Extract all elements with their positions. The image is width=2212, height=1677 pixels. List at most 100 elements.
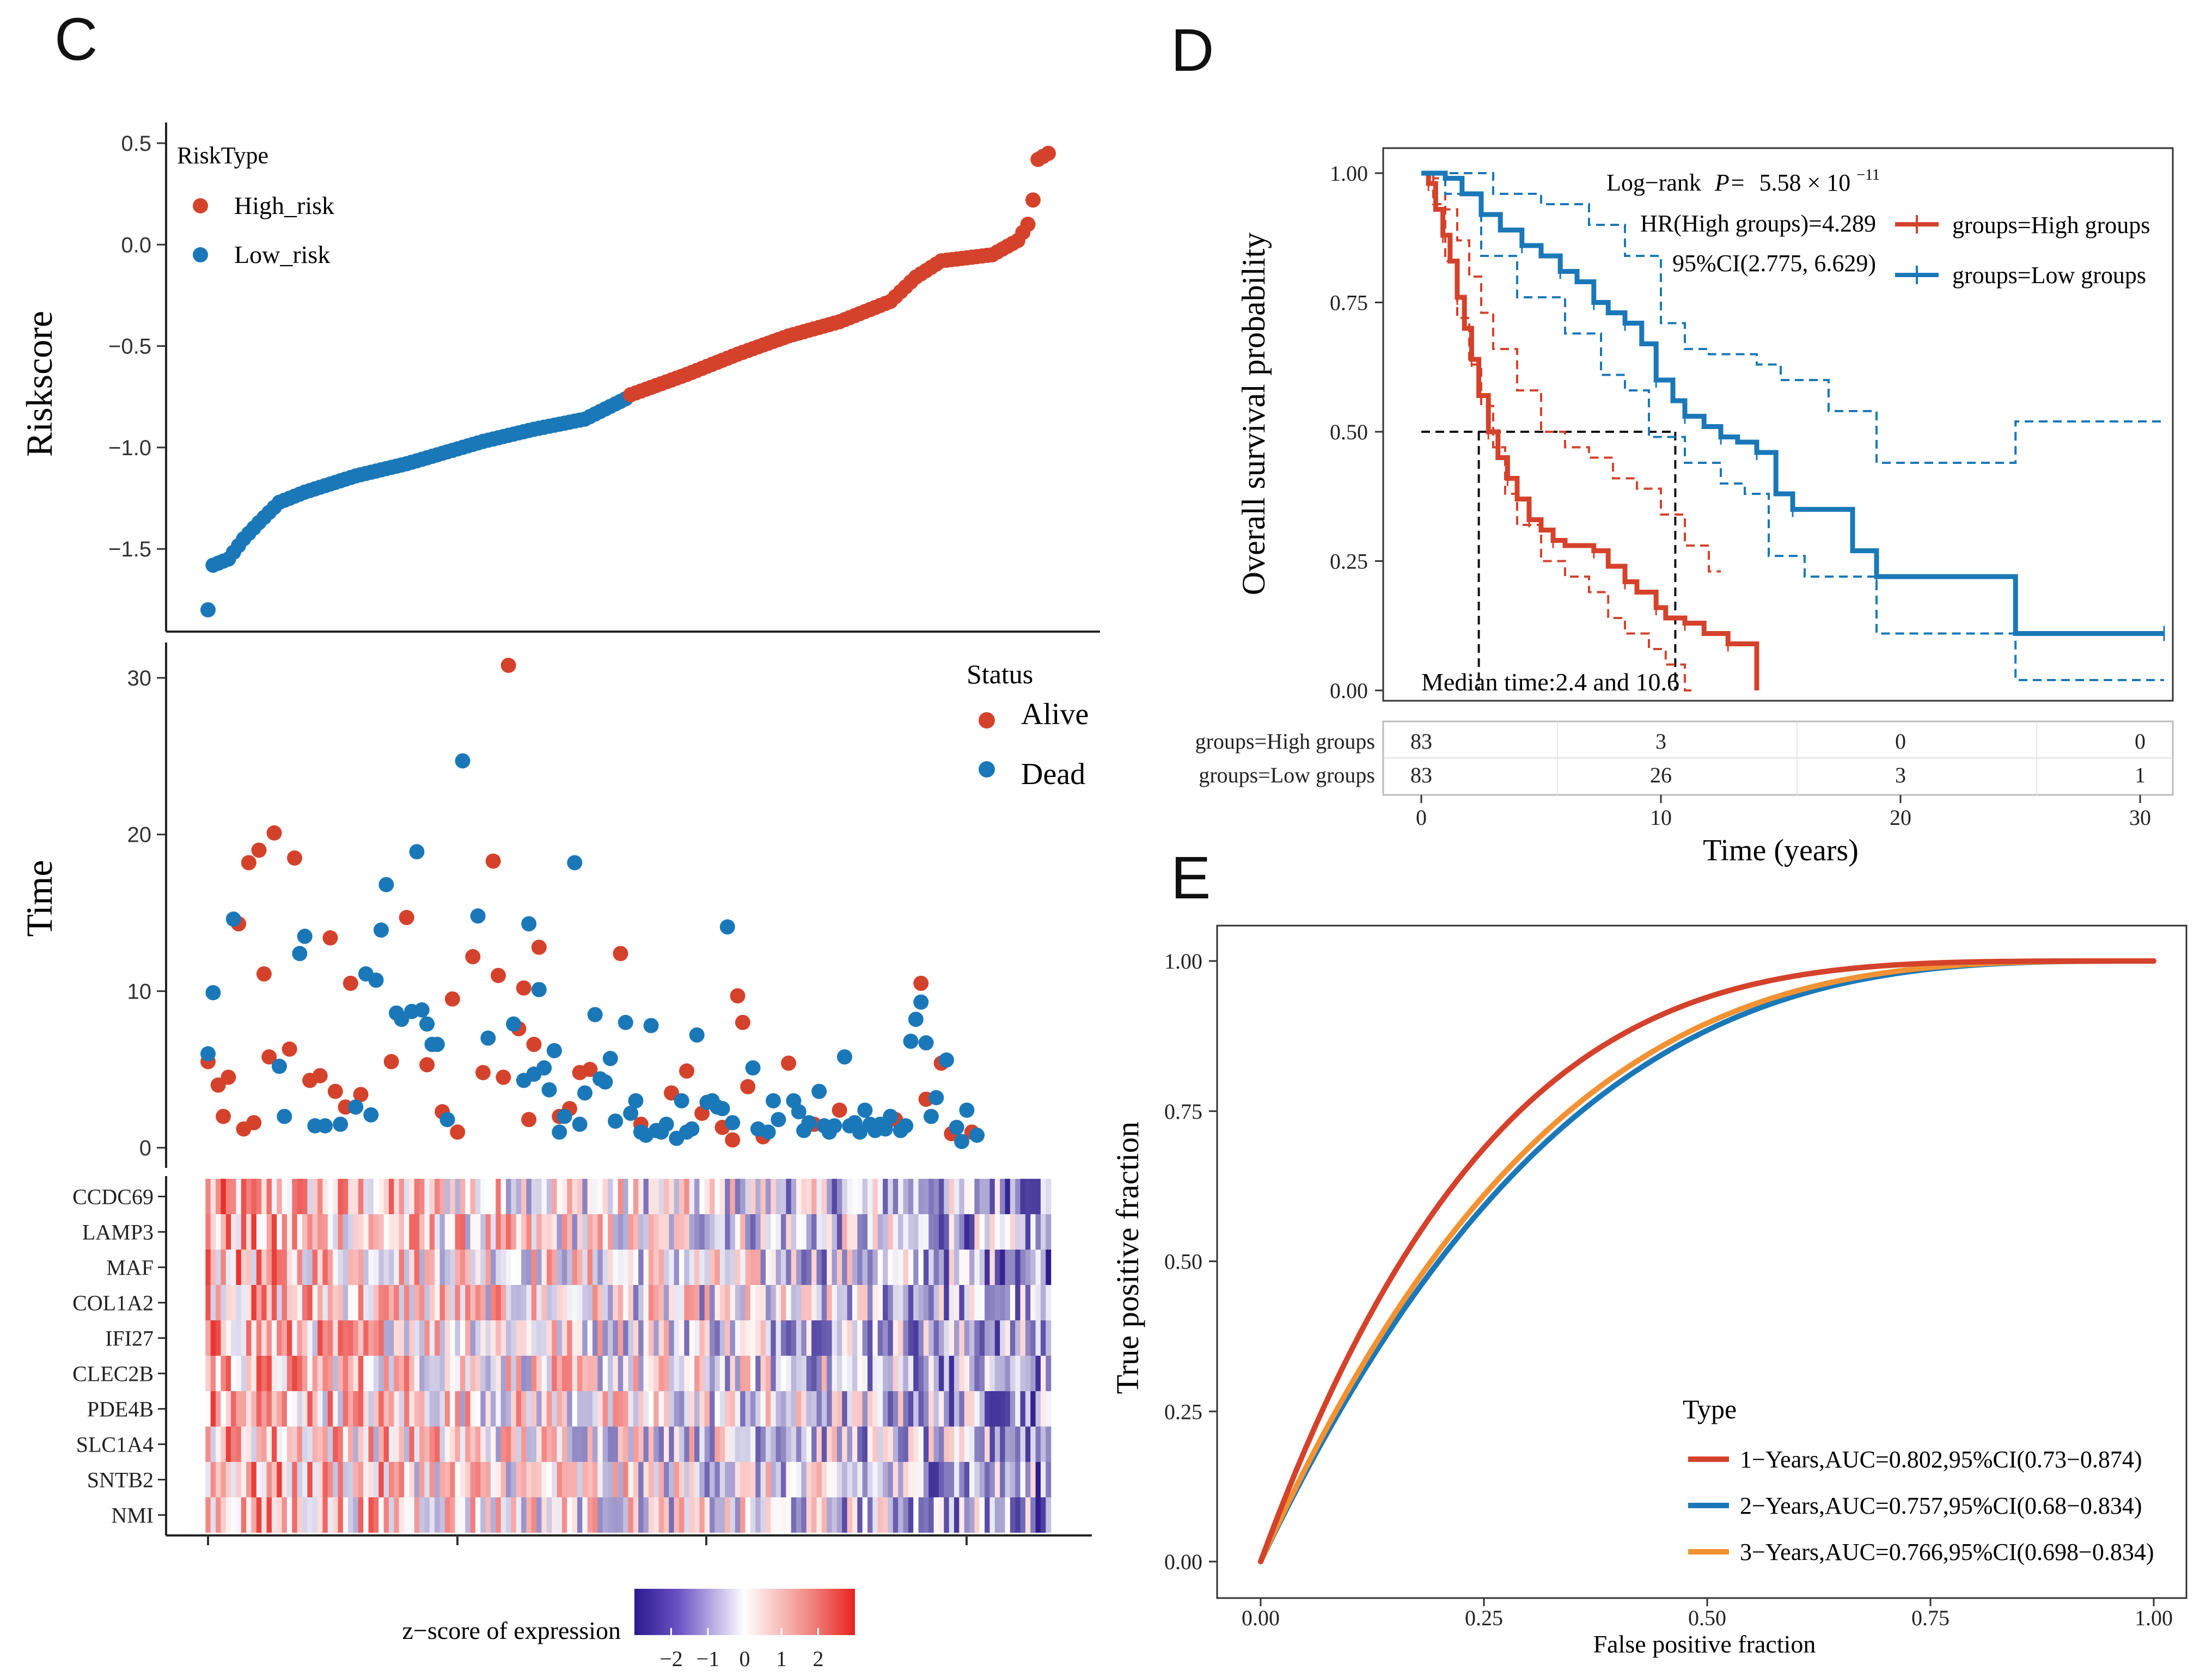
- heatmap-cell: [745, 1427, 751, 1462]
- heatmap-cell: [592, 1391, 598, 1427]
- heatmap-cell: [1046, 1356, 1052, 1391]
- heatmap-cell: [307, 1462, 313, 1497]
- heatmap-cell: [775, 1391, 781, 1427]
- km-xtick-label: 0: [1416, 805, 1427, 830]
- heatmap-cell: [847, 1497, 853, 1533]
- heatmap-cell: [979, 1356, 985, 1391]
- heatmap-cell: [775, 1356, 781, 1391]
- dead-point: [572, 1116, 588, 1132]
- heatmap-cell: [251, 1462, 257, 1497]
- heatmap-cell: [419, 1320, 425, 1356]
- heatmap-cell: [266, 1214, 272, 1250]
- heatmap-cell: [893, 1214, 899, 1250]
- dead-point: [684, 1121, 700, 1137]
- heatmap-cell: [363, 1427, 369, 1462]
- roc-legend-label-2y: 2−Years,AUC=0.757,95%CI(0.68−0.834): [1740, 1492, 2142, 1519]
- km-logrank-value: 5.58 × 10: [1759, 169, 1850, 196]
- heatmap-cell: [949, 1497, 955, 1533]
- heatmap-cell: [475, 1497, 481, 1533]
- heatmap-cell: [286, 1250, 292, 1285]
- heatmap-cell: [531, 1320, 537, 1356]
- heatmap-cell: [383, 1285, 389, 1320]
- heatmap-cell: [608, 1179, 614, 1214]
- heatmap-cell: [302, 1462, 308, 1497]
- heatmap-cell: [353, 1462, 359, 1497]
- heatmap-cell: [312, 1320, 318, 1356]
- heatmap-cell: [608, 1356, 614, 1391]
- heatmap-cell: [348, 1427, 354, 1462]
- heatmap-cell: [231, 1497, 237, 1533]
- heatmap-cell: [628, 1391, 634, 1427]
- heatmap-cell: [225, 1427, 231, 1462]
- heatmap-cell: [383, 1391, 389, 1427]
- heatmap-cell: [292, 1285, 298, 1320]
- heatmap-cell: [679, 1320, 685, 1356]
- alive-point: [613, 946, 628, 962]
- riskscore-ytick-label: −1.0: [108, 436, 151, 460]
- expression-heatmap: CCDC69LAMP3MAFCOL1A2IFI27CLEC2BPDE4BSLC1…: [72, 1176, 1092, 1545]
- heatmap-cell: [602, 1497, 608, 1533]
- heatmap-cell: [827, 1250, 833, 1285]
- heatmap-cell: [297, 1356, 303, 1391]
- km-high-ci-upper: [1421, 172, 1721, 573]
- dead-point: [643, 1018, 659, 1033]
- heatmap-cell: [531, 1391, 537, 1427]
- heatmap-cell: [373, 1285, 379, 1320]
- heatmap-cell: [271, 1391, 277, 1427]
- heatmap-cell: [908, 1179, 914, 1214]
- heatmap-cell: [679, 1497, 685, 1533]
- heatmap-cell: [1040, 1250, 1046, 1285]
- heatmap-cell: [286, 1462, 292, 1497]
- heatmap-cell: [959, 1462, 965, 1497]
- alive-point: [450, 1124, 466, 1140]
- heatmap-cell: [587, 1179, 593, 1214]
- heatmap-cell: [429, 1285, 435, 1320]
- heatmap-cell: [994, 1462, 1000, 1497]
- heatmap-cell: [597, 1427, 603, 1462]
- heatmap-cell: [210, 1214, 216, 1250]
- heatmap-cell: [496, 1427, 502, 1462]
- heatmap-cell: [933, 1356, 939, 1391]
- heatmap-cell: [221, 1285, 227, 1320]
- heatmap-cell: [338, 1179, 344, 1214]
- heatmap-cell: [496, 1320, 502, 1356]
- heatmap-cell: [444, 1356, 450, 1391]
- heatmap-cell: [439, 1250, 445, 1285]
- heatmap-cell: [368, 1179, 374, 1214]
- heatmap-cell: [898, 1427, 904, 1462]
- heatmap-cell: [470, 1356, 476, 1391]
- heatmap-cell: [378, 1462, 384, 1497]
- heatmap-cell: [292, 1356, 298, 1391]
- heatmap-cell: [883, 1356, 889, 1391]
- heatmap-cell: [587, 1214, 593, 1250]
- heatmap-cell: [577, 1285, 583, 1320]
- heatmap-cell: [643, 1497, 649, 1533]
- heatmap-cell: [210, 1320, 216, 1356]
- heatmap-cell: [1035, 1250, 1041, 1285]
- heatmap-cell: [1040, 1462, 1046, 1497]
- heatmap-cell: [633, 1356, 639, 1391]
- heatmap-cell: [623, 1285, 629, 1320]
- heatmap-cell: [643, 1179, 649, 1214]
- heatmap-cell: [353, 1356, 359, 1391]
- heatmap-cell: [944, 1497, 950, 1533]
- heatmap-cell: [414, 1214, 420, 1250]
- heatmap-cell: [674, 1285, 680, 1320]
- heatmap-cell: [439, 1214, 445, 1250]
- heatmap-cell: [444, 1427, 450, 1462]
- heatmap-cell: [730, 1179, 736, 1214]
- heatmap-cell: [1035, 1356, 1041, 1391]
- heatmap-cell: [506, 1356, 512, 1391]
- heatmap-cell: [786, 1356, 792, 1391]
- heatmap-cell: [725, 1462, 731, 1497]
- heatmap-cell: [771, 1356, 777, 1391]
- roc-curve-1-year: [1258, 958, 2156, 1564]
- heatmap-cell: [439, 1462, 445, 1497]
- heatmap-cell: [225, 1497, 231, 1533]
- heatmap-cell: [521, 1427, 527, 1462]
- heatmap-cell: [740, 1391, 746, 1427]
- heatmap-cell: [928, 1462, 934, 1497]
- heatmap-cell: [933, 1179, 939, 1214]
- heatmap-cell: [836, 1250, 842, 1285]
- heatmap-cell: [816, 1497, 822, 1533]
